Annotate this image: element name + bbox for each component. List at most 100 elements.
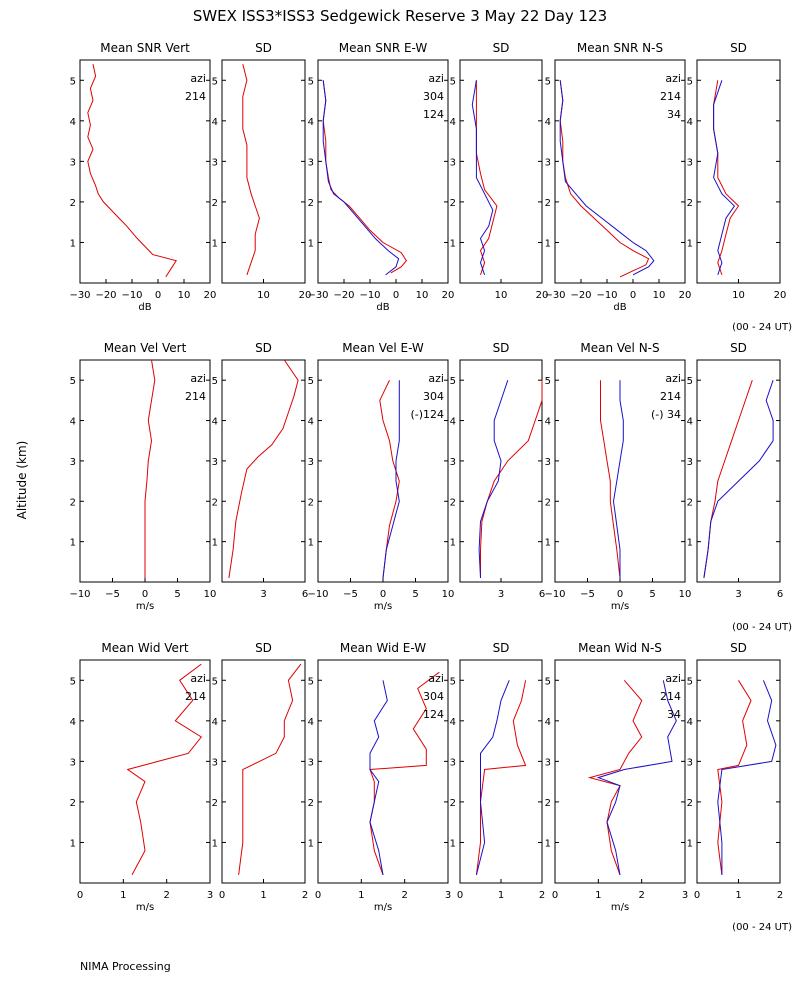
x-tick-label: 3 <box>207 890 213 901</box>
y-tick-label: 3 <box>687 757 693 768</box>
legend-title: azi <box>190 672 206 685</box>
y-tick-label: 1 <box>308 538 314 549</box>
plot-frame <box>221 359 306 583</box>
series-line-124 <box>369 680 388 875</box>
x-tick-label: 6 <box>539 589 545 600</box>
series-line-124 <box>471 80 494 276</box>
x-tick-label: 1 <box>120 890 126 901</box>
panel-title: SD <box>493 641 510 655</box>
y-tick-label: 4 <box>545 717 551 728</box>
y-tick-label: 5 <box>687 76 693 87</box>
x-tick-label: 0 <box>155 290 161 301</box>
legend-title: azi <box>665 672 681 685</box>
panel-title: SD <box>730 341 747 355</box>
y-tick-label: 1 <box>687 538 693 549</box>
plot-frame <box>317 659 449 884</box>
y-tick-label: 4 <box>687 417 693 428</box>
y-tick-label: 2 <box>450 497 456 508</box>
panel-r1c5: SD 1 2 3 4 5 3 6 <box>687 341 784 600</box>
plot-frame <box>79 59 211 284</box>
x-axis-label: m/s <box>374 601 392 612</box>
legend-entry: (-)124 <box>410 408 444 421</box>
x-tick-label: 2 <box>539 890 545 901</box>
series-line-304 <box>480 380 543 578</box>
series-line-124 <box>475 680 510 876</box>
y-tick-label: 1 <box>450 538 456 549</box>
x-tick-label: 1 <box>498 890 504 901</box>
y-tick-label: 5 <box>687 676 693 687</box>
x-tick-label: 3 <box>498 589 504 600</box>
y-tick-label: 3 <box>308 457 314 468</box>
legend-entry: 124 <box>423 708 444 721</box>
panel-r1c2: Mean Vel E-W 1 2 3 4 5 −10 −5 0 5 10 m/s azi 304 (-)12… <box>307 341 454 612</box>
x-tick-label: 5 <box>174 589 180 600</box>
legend-entry: 124 <box>423 108 444 121</box>
panel-r2c5: SD 1 2 3 4 5 0 1 2 <box>687 641 784 901</box>
y-tick-label: 5 <box>212 676 218 687</box>
x-tick-label: −10 <box>544 589 565 600</box>
y-tick-label: 1 <box>545 838 551 849</box>
y-tick-label: 2 <box>70 798 76 809</box>
y-tick-label: 4 <box>308 417 314 428</box>
x-axis-label: m/s <box>374 902 392 913</box>
y-tick-label: 4 <box>70 717 76 728</box>
panel-title: SD <box>255 41 272 55</box>
x-tick-label: 10 <box>732 290 745 301</box>
y-tick-label: 5 <box>70 76 76 87</box>
x-tick-label: 5 <box>412 589 418 600</box>
y-tick-label: 1 <box>308 238 314 249</box>
y-tick-label: 4 <box>70 417 76 428</box>
y-tick-label: 2 <box>308 497 314 508</box>
y-tick-label: 2 <box>212 497 218 508</box>
y-tick-label: 1 <box>687 838 693 849</box>
series-line-214 <box>238 663 302 875</box>
panel-title: SD <box>730 41 747 55</box>
legend-entry: (-) 34 <box>651 408 681 421</box>
y-tick-label: 4 <box>687 117 693 128</box>
panel-title: Mean Wid E-W <box>340 641 426 655</box>
y-tick-label: 2 <box>212 198 218 209</box>
x-tick-label: 1 <box>260 890 266 901</box>
x-tick-label: 10 <box>178 290 191 301</box>
x-axis-label: m/s <box>136 601 154 612</box>
x-tick-label: 2 <box>638 890 644 901</box>
series-line-304 <box>475 680 527 875</box>
x-tick-label: 10 <box>416 290 429 301</box>
y-tick-label: 3 <box>687 457 693 468</box>
y-tick-label: 2 <box>450 198 456 209</box>
x-axis-label: dB <box>613 302 626 313</box>
x-tick-label: −5 <box>580 589 595 600</box>
time-range-label-1: (00 - 24 UT) <box>732 322 792 333</box>
plot-frame <box>696 59 781 284</box>
x-tick-label: 0 <box>315 890 321 901</box>
x-tick-label: 6 <box>777 589 783 600</box>
plot-frame <box>696 359 781 583</box>
x-tick-label: −5 <box>105 589 120 600</box>
x-tick-label: 0 <box>77 890 83 901</box>
x-tick-label: 3 <box>682 890 688 901</box>
x-tick-label: 20 <box>299 290 312 301</box>
y-tick-label: 5 <box>308 676 314 687</box>
series-line-214 <box>228 359 299 579</box>
legend-entry: 214 <box>185 90 206 103</box>
y-tick-label: 2 <box>545 198 551 209</box>
y-tick-label: 5 <box>450 76 456 87</box>
y-tick-label: 2 <box>545 497 551 508</box>
x-tick-label: −5 <box>343 589 358 600</box>
x-tick-label: −30 <box>307 290 328 301</box>
y-tick-label: 3 <box>212 157 218 168</box>
y-tick-label: 4 <box>545 117 551 128</box>
series-line-214 <box>600 380 621 579</box>
series-line-214 <box>144 359 156 578</box>
panel-title: Mean Wid N-S <box>578 641 662 655</box>
x-tick-label: 0 <box>694 890 700 901</box>
panel-title: SD <box>493 41 510 55</box>
y-tick-label: 1 <box>687 238 693 249</box>
plot-frame <box>317 59 449 284</box>
x-tick-label: −30 <box>69 290 90 301</box>
x-tick-label: 2 <box>163 890 169 901</box>
y-tick-label: 1 <box>545 538 551 549</box>
y-tick-label: 1 <box>545 238 551 249</box>
